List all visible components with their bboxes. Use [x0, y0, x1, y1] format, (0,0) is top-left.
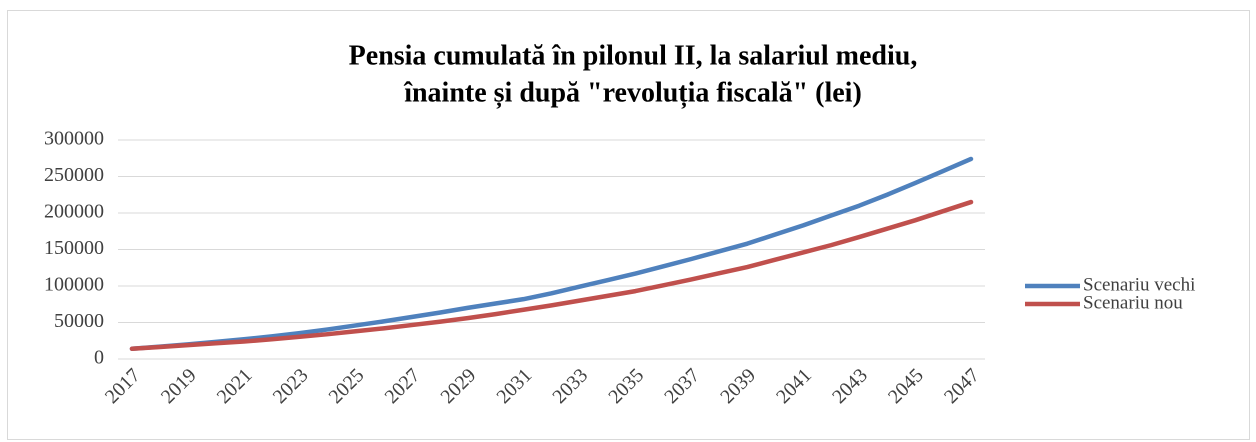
series-line: [129, 199, 974, 352]
chart-title: înainte și după "revoluția fiscală" (lei…: [403, 77, 862, 108]
chart-title: Pensia cumulată în pilonul II, la salari…: [349, 40, 918, 71]
y-tick-label: 300000: [44, 128, 104, 150]
legend-label: Scenariu vechi: [1083, 274, 1195, 295]
y-tick-label: 50000: [54, 310, 104, 332]
y-tick-label: 150000: [44, 237, 104, 259]
y-tick-label: 200000: [44, 201, 104, 223]
y-tick-label: 250000: [44, 164, 104, 186]
y-tick-label: 100000: [44, 274, 104, 296]
chart-frame: [7, 10, 1250, 440]
legend-label: Scenariu nou: [1083, 292, 1183, 313]
y-tick-label: 0: [94, 347, 104, 369]
series-line: [129, 156, 974, 352]
